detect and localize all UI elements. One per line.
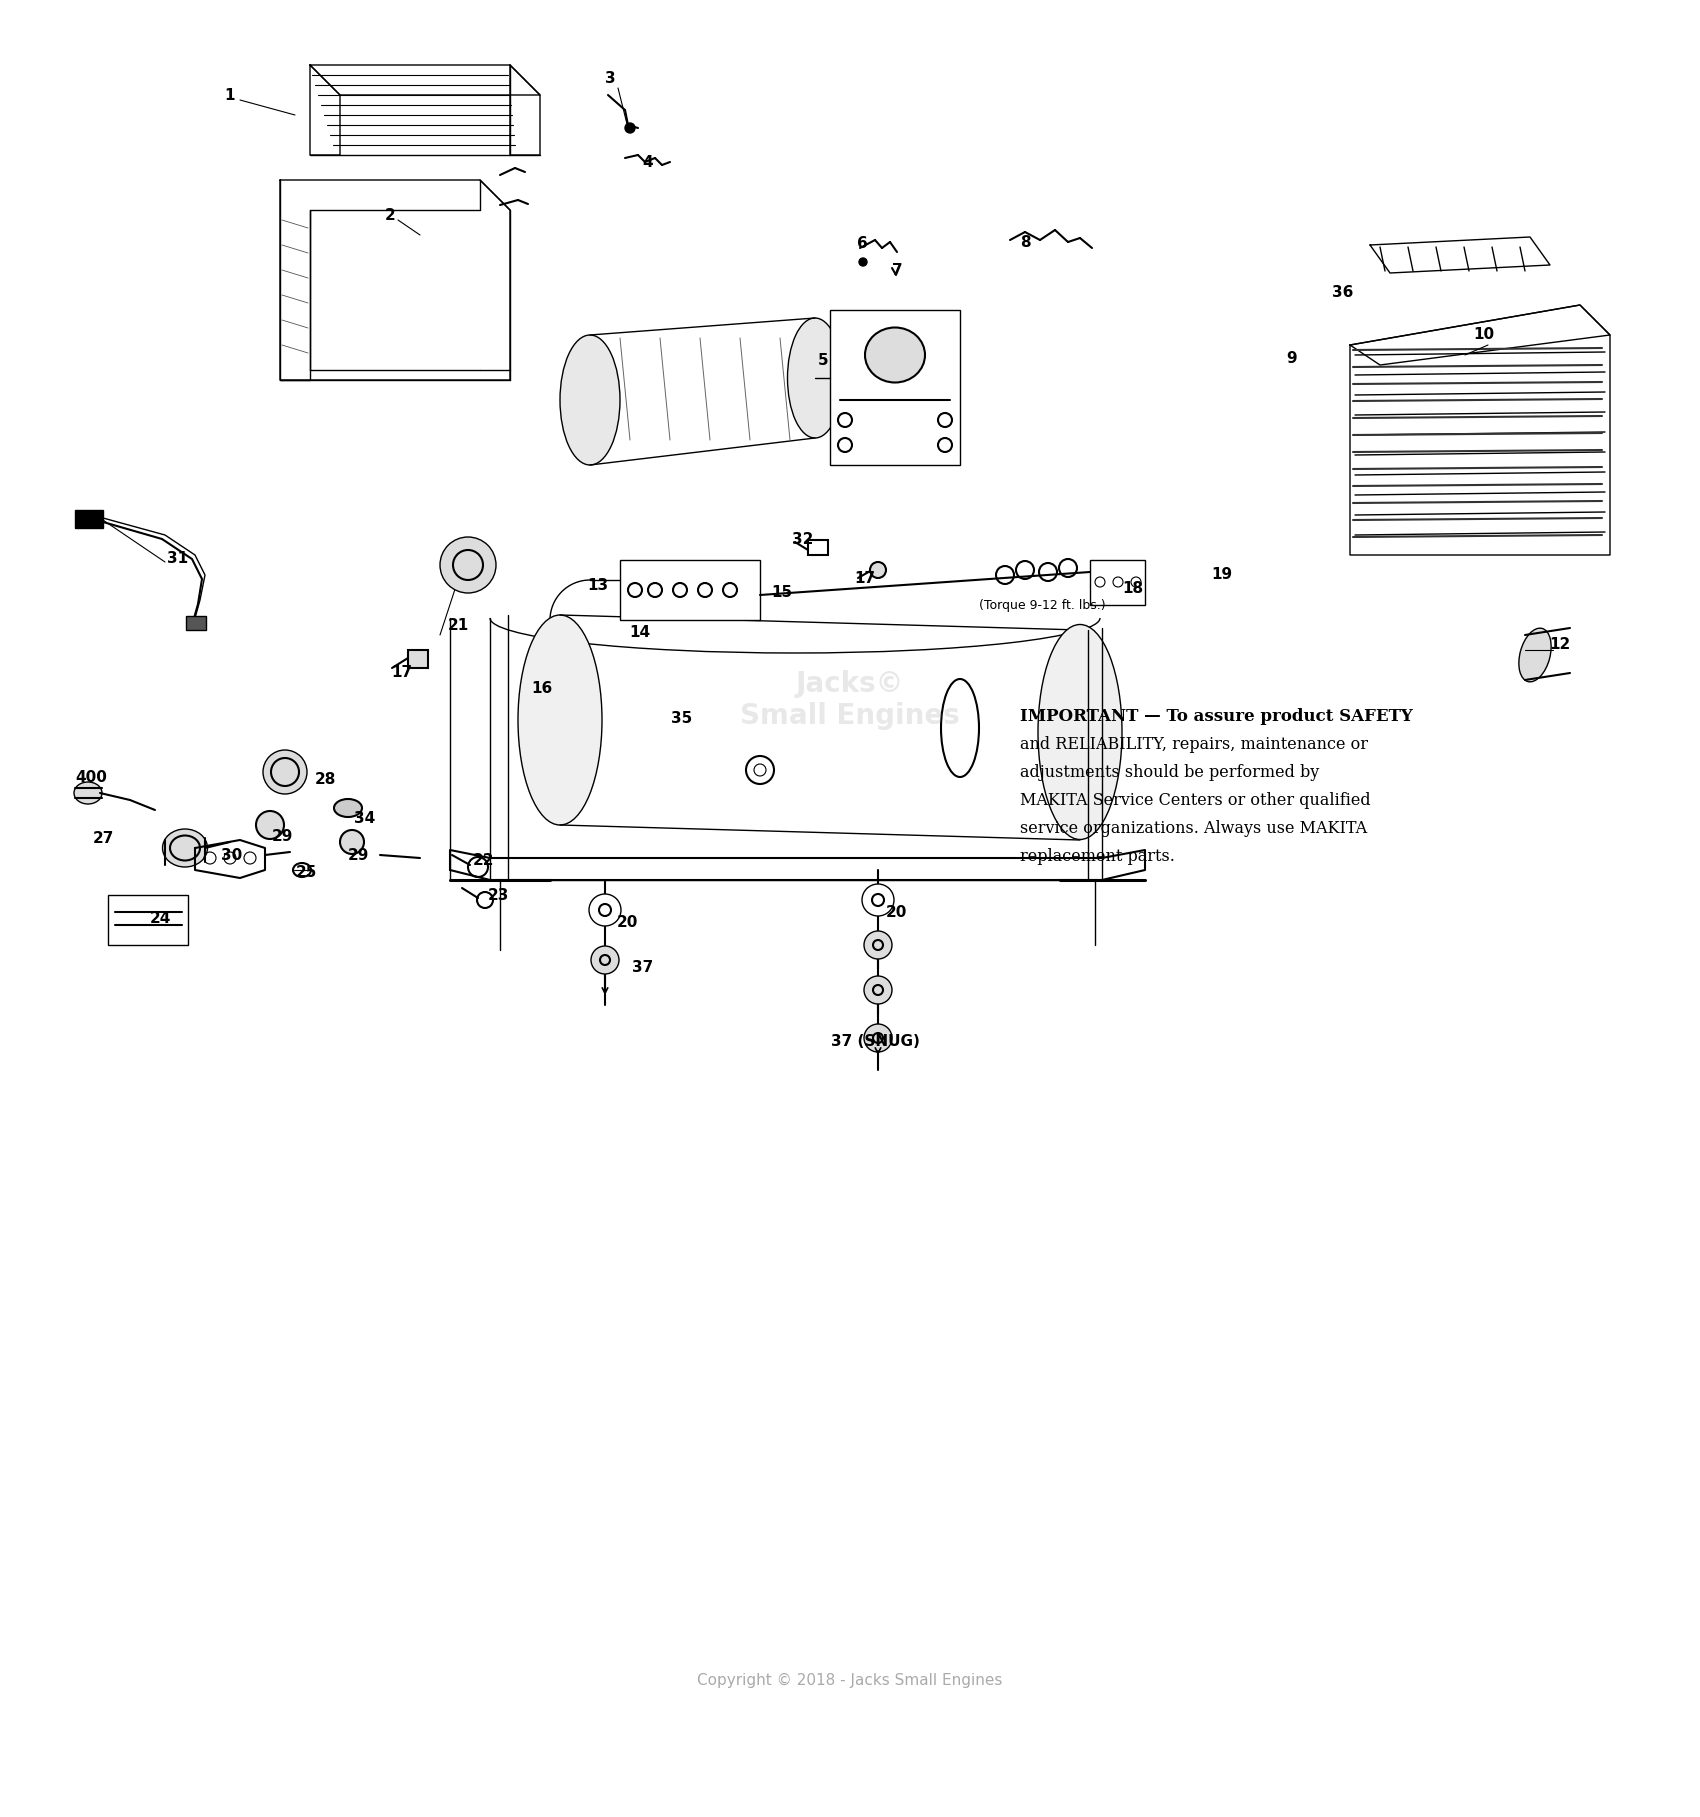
Text: 25: 25 xyxy=(296,865,316,879)
Bar xyxy=(620,560,760,620)
Text: 12: 12 xyxy=(1549,636,1571,652)
Text: 8: 8 xyxy=(1020,234,1030,249)
Text: 37 (SNUG): 37 (SNUG) xyxy=(831,1034,920,1050)
Circle shape xyxy=(862,885,894,916)
Circle shape xyxy=(626,124,636,133)
Text: 10: 10 xyxy=(1474,327,1494,342)
Text: 15: 15 xyxy=(772,585,792,600)
Text: adjustments should be performed by: adjustments should be performed by xyxy=(1020,763,1319,781)
Text: 9: 9 xyxy=(1287,351,1297,365)
Bar xyxy=(185,616,206,630)
Text: MAKITA Service Centers or other qualified: MAKITA Service Centers or other qualifie… xyxy=(1020,792,1370,809)
Bar xyxy=(830,311,960,465)
Text: 4: 4 xyxy=(643,154,653,169)
Text: 35: 35 xyxy=(672,710,692,725)
Text: 32: 32 xyxy=(792,532,814,547)
Text: 29: 29 xyxy=(347,847,369,863)
Text: Copyright © 2018 - Jacks Small Engines: Copyright © 2018 - Jacks Small Engines xyxy=(697,1672,1003,1688)
Bar xyxy=(75,511,104,529)
Text: 13: 13 xyxy=(588,578,609,592)
Text: (Torque 9-12 ft. lbs.): (Torque 9-12 ft. lbs.) xyxy=(979,598,1105,612)
Text: 3: 3 xyxy=(605,71,615,85)
Text: 5: 5 xyxy=(818,352,828,367)
Text: 29: 29 xyxy=(272,829,292,843)
Text: service organizations. Always use MAKITA: service organizations. Always use MAKITA xyxy=(1020,819,1367,838)
Text: 19: 19 xyxy=(1212,567,1232,581)
Bar xyxy=(109,896,189,945)
Text: 17: 17 xyxy=(391,665,413,680)
Circle shape xyxy=(870,561,886,578)
Text: 20: 20 xyxy=(886,905,906,919)
Text: 30: 30 xyxy=(221,847,243,863)
Circle shape xyxy=(592,947,619,974)
Circle shape xyxy=(864,930,892,959)
Circle shape xyxy=(588,894,620,927)
Circle shape xyxy=(864,1025,892,1052)
Ellipse shape xyxy=(787,318,843,438)
Text: and RELIABILITY, repairs, maintenance or: and RELIABILITY, repairs, maintenance or xyxy=(1020,736,1368,752)
Ellipse shape xyxy=(1039,625,1122,839)
Ellipse shape xyxy=(292,863,311,878)
Text: 28: 28 xyxy=(314,772,335,787)
Text: 21: 21 xyxy=(447,618,469,632)
Text: 400: 400 xyxy=(75,770,107,785)
Text: 37: 37 xyxy=(632,959,653,974)
Text: 17: 17 xyxy=(855,571,876,585)
Text: 1: 1 xyxy=(224,87,235,102)
Text: 27: 27 xyxy=(92,830,114,845)
Text: 22: 22 xyxy=(473,852,495,867)
Circle shape xyxy=(864,976,892,1005)
Ellipse shape xyxy=(865,327,925,383)
Text: Jacks©
Small Engines: Jacks© Small Engines xyxy=(740,670,960,730)
Circle shape xyxy=(264,750,308,794)
Text: 20: 20 xyxy=(617,914,638,930)
Text: 36: 36 xyxy=(1333,285,1353,300)
Text: 23: 23 xyxy=(488,887,508,903)
Text: replacement parts.: replacement parts. xyxy=(1020,849,1175,865)
Text: 24: 24 xyxy=(150,910,170,925)
Text: 14: 14 xyxy=(629,625,651,640)
Text: IMPORTANT — To assure product SAFETY: IMPORTANT — To assure product SAFETY xyxy=(1020,709,1413,725)
Text: 2: 2 xyxy=(384,207,396,222)
Bar xyxy=(808,540,828,554)
Text: 6: 6 xyxy=(857,236,867,251)
Text: 18: 18 xyxy=(1122,580,1144,596)
Circle shape xyxy=(440,538,496,592)
Text: 7: 7 xyxy=(892,262,903,278)
Circle shape xyxy=(340,830,364,854)
Bar xyxy=(1090,560,1146,605)
Ellipse shape xyxy=(559,334,620,465)
Ellipse shape xyxy=(75,781,102,803)
Circle shape xyxy=(858,258,867,265)
Text: 16: 16 xyxy=(532,681,552,696)
Ellipse shape xyxy=(1518,629,1550,681)
Text: 31: 31 xyxy=(167,551,189,565)
Text: 34: 34 xyxy=(354,810,376,825)
Circle shape xyxy=(257,810,284,839)
Ellipse shape xyxy=(518,614,602,825)
Ellipse shape xyxy=(163,829,207,867)
Bar xyxy=(408,650,428,669)
Ellipse shape xyxy=(333,799,362,818)
